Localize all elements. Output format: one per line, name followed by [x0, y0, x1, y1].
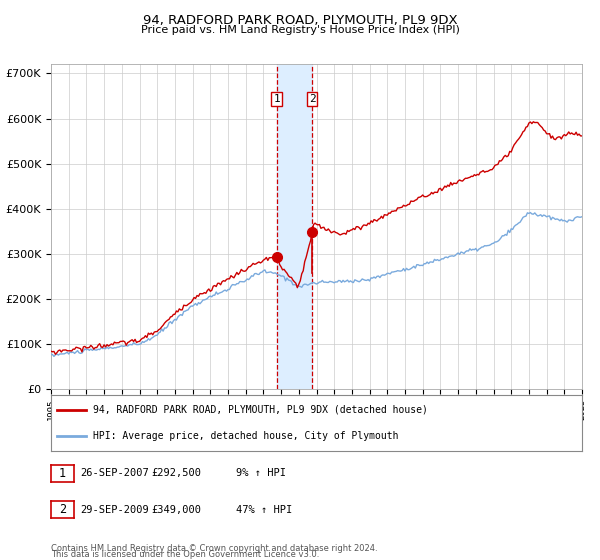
- Text: 2: 2: [59, 503, 66, 516]
- Text: 1: 1: [59, 466, 66, 480]
- Bar: [277, 64, 312, 389]
- Text: 1: 1: [273, 94, 280, 104]
- Text: 29-SEP-2009: 29-SEP-2009: [80, 505, 149, 515]
- Text: Contains HM Land Registry data © Crown copyright and database right 2024.: Contains HM Land Registry data © Crown c…: [51, 544, 377, 553]
- Text: £292,500: £292,500: [152, 468, 202, 478]
- Text: 26-SEP-2007: 26-SEP-2007: [80, 468, 149, 478]
- Text: HPI: Average price, detached house, City of Plymouth: HPI: Average price, detached house, City…: [94, 431, 399, 441]
- Text: 2: 2: [308, 94, 316, 104]
- Text: 9% ↑ HPI: 9% ↑ HPI: [236, 468, 286, 478]
- Text: Price paid vs. HM Land Registry's House Price Index (HPI): Price paid vs. HM Land Registry's House …: [140, 25, 460, 35]
- Text: £349,000: £349,000: [152, 505, 202, 515]
- Text: 47% ↑ HPI: 47% ↑ HPI: [236, 505, 292, 515]
- Text: 94, RADFORD PARK ROAD, PLYMOUTH, PL9 9DX (detached house): 94, RADFORD PARK ROAD, PLYMOUTH, PL9 9DX…: [94, 405, 428, 415]
- Text: 94, RADFORD PARK ROAD, PLYMOUTH, PL9 9DX: 94, RADFORD PARK ROAD, PLYMOUTH, PL9 9DX: [143, 14, 457, 27]
- Text: This data is licensed under the Open Government Licence v3.0.: This data is licensed under the Open Gov…: [51, 550, 319, 559]
